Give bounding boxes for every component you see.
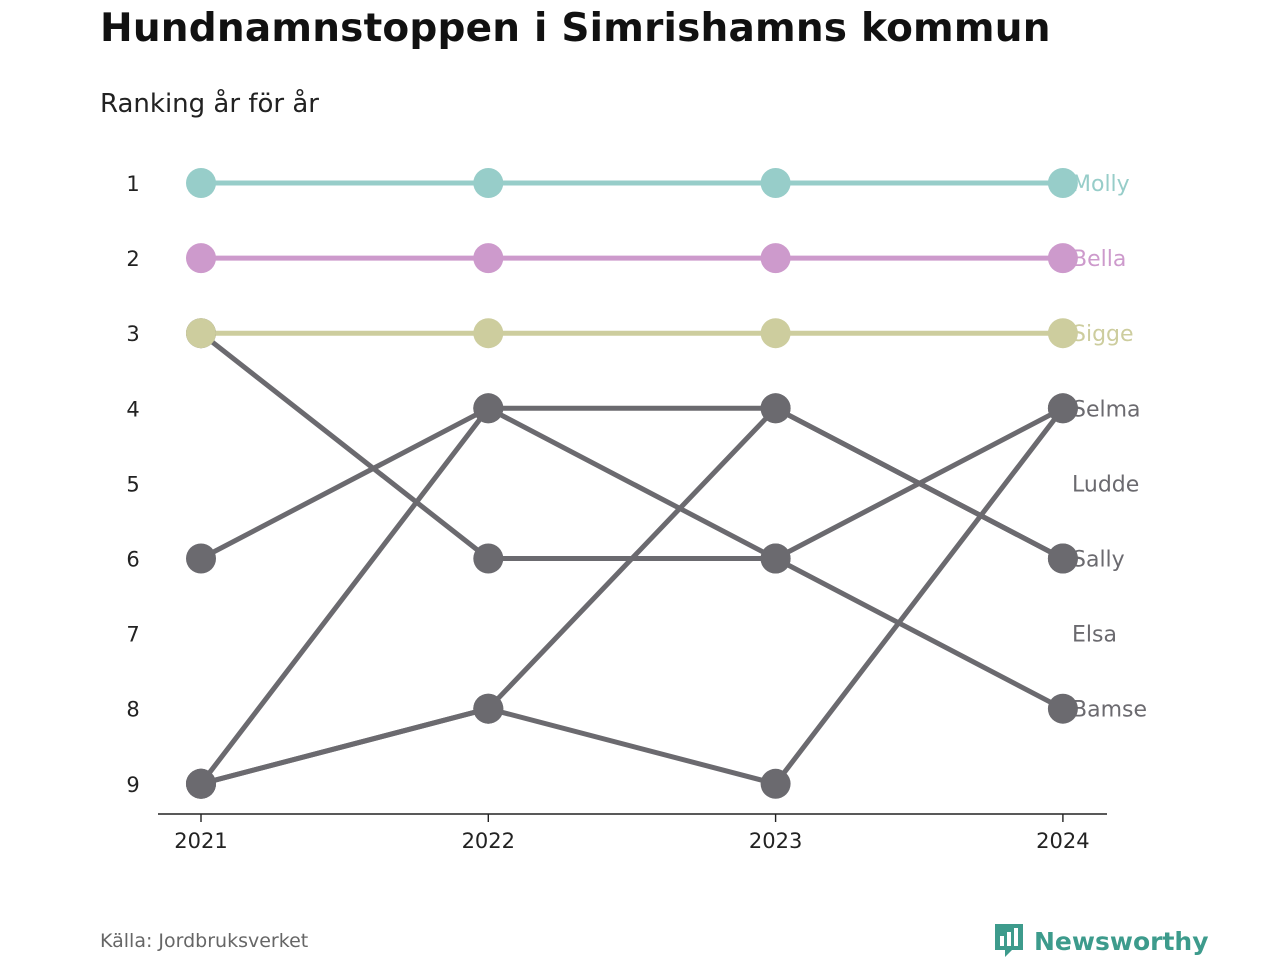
point-elsa-2022 <box>473 693 504 724</box>
point-ludde-2024 <box>1047 393 1078 424</box>
point-sigge-2021 <box>186 318 216 349</box>
point-sigge-2024 <box>1047 318 1078 349</box>
series-line-bamse <box>198 330 1066 712</box>
end-label-selma: Selma <box>1072 397 1141 422</box>
series-line-elsa <box>198 405 1066 787</box>
point-elsa-2023 <box>760 393 791 424</box>
y-tick-label: 5 <box>126 472 139 496</box>
end-label-sally: Sally <box>1072 548 1125 573</box>
brand-name: Newsworthy <box>1034 926 1209 956</box>
source-note: Källa: Jordbruksverket <box>100 930 309 952</box>
x-tick-label: 2023 <box>749 829 802 853</box>
point-bamse-2023 <box>760 543 791 574</box>
series-lines <box>198 180 1066 787</box>
point-molly-2021 <box>186 168 216 198</box>
end-label-ludde: Ludde <box>1072 472 1139 497</box>
end-label-sigge: Sigge <box>1072 322 1134 347</box>
end-label-bamse: Bamse <box>1072 698 1147 723</box>
y-tick-label: 7 <box>126 623 139 647</box>
y-tick-label: 9 <box>126 773 139 797</box>
point-bella-2021 <box>186 243 216 274</box>
point-sally-2021 <box>186 543 216 574</box>
y-tick-label: 2 <box>126 247 139 271</box>
point-elsa-2024 <box>1047 543 1078 574</box>
y-tick-label: 3 <box>126 322 139 346</box>
x-tick-label: 2024 <box>1036 829 1089 853</box>
point-elsa-2021 <box>186 768 216 799</box>
point-bella-2023 <box>760 243 791 274</box>
y-tick-label: 8 <box>126 698 139 722</box>
end-labels: Molly Bella Sigge Selma Ludde Sally Elsa Bamse <box>1072 172 1147 723</box>
chart-subtitle: Ranking år för år <box>100 89 319 119</box>
y-tick-label: 6 <box>126 548 139 572</box>
point-sigge-2022 <box>473 318 504 349</box>
chart-axes: 2021 2022 2023 2024 1 2 3 4 5 6 7 8 9 <box>126 172 1107 853</box>
point-bella-2022 <box>473 243 504 274</box>
point-bamse-2024 <box>1047 693 1078 724</box>
series-points <box>186 168 1078 799</box>
newsworthy-logo-icon <box>995 924 1023 957</box>
point-molly-2024 <box>1047 168 1078 198</box>
end-label-molly: Molly <box>1072 172 1130 197</box>
point-bamse-2022 <box>473 543 504 574</box>
point-bella-2024 <box>1047 243 1078 274</box>
x-tick-label: 2022 <box>462 829 515 853</box>
y-tick-label: 4 <box>126 397 139 421</box>
point-molly-2022 <box>473 168 504 198</box>
y-tick-label: 1 <box>126 172 139 196</box>
series-line-selma <box>198 405 1066 787</box>
point-sigge-2023 <box>760 318 791 349</box>
chart-title: Hundnamnstoppen i Simrishamns kommun <box>100 6 1051 51</box>
end-label-elsa: Elsa <box>1072 623 1117 648</box>
series-line-ludde <box>198 405 1066 787</box>
point-sally-2022 <box>473 393 504 424</box>
brand-logo[interactable]: Newsworthy <box>992 922 1209 960</box>
x-tick-label: 2021 <box>174 829 227 853</box>
point-selma-2023 <box>760 768 791 799</box>
end-label-bella: Bella <box>1072 247 1126 272</box>
point-molly-2023 <box>760 168 791 198</box>
